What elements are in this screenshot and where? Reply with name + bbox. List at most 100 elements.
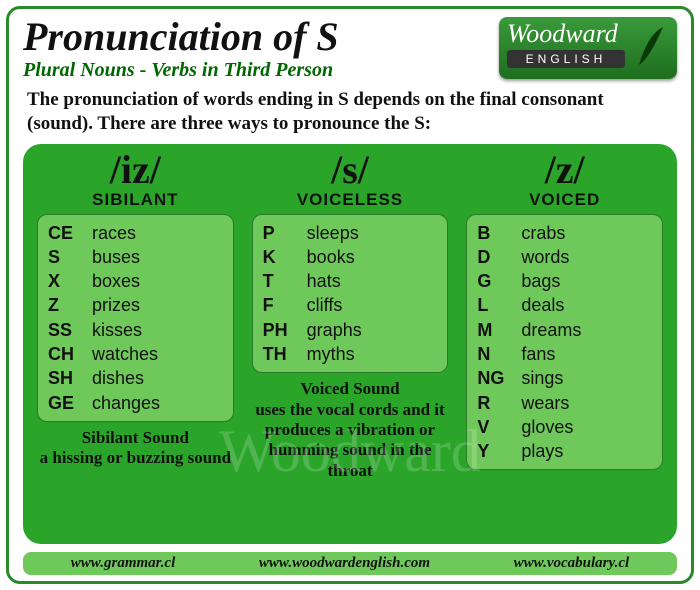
example-word: races	[92, 221, 223, 245]
example-word: plays	[521, 439, 652, 463]
ipa-z: /z/	[545, 150, 585, 190]
table-row: Nfans	[477, 342, 652, 366]
example-word: prizes	[92, 293, 223, 317]
table-row: THmyths	[263, 342, 438, 366]
example-word: hats	[307, 269, 438, 293]
table-row: Ldeals	[477, 293, 652, 317]
example-word: myths	[307, 342, 438, 366]
table-row: Rwears	[477, 391, 652, 415]
ending-label: G	[477, 269, 521, 293]
footer-links: www.grammar.cl www.woodwardenglish.com w…	[23, 552, 677, 575]
ending-label: TH	[263, 342, 307, 366]
example-word: crabs	[521, 221, 652, 245]
example-word: deals	[521, 293, 652, 317]
category-sibilant: SIBILANT	[92, 190, 178, 210]
ending-label: CE	[48, 221, 92, 245]
example-word: words	[521, 245, 652, 269]
example-word: buses	[92, 245, 223, 269]
table-row: SHdishes	[48, 366, 223, 390]
table-row: Kbooks	[263, 245, 438, 269]
ending-label: B	[477, 221, 521, 245]
example-word: books	[307, 245, 438, 269]
ending-label: D	[477, 245, 521, 269]
example-word: dreams	[521, 318, 652, 342]
ending-label: NG	[477, 366, 521, 390]
table-row: Fcliffs	[263, 293, 438, 317]
example-word: sleeps	[307, 221, 438, 245]
desc-lead: Voiced Sound	[252, 379, 449, 399]
ending-label: SS	[48, 318, 92, 342]
pronunciation-panel: Woodward /iz/ SIBILANT CEracesSbusesXbox…	[23, 144, 677, 544]
example-word: watches	[92, 342, 223, 366]
ipa-iz: /iz/	[110, 150, 161, 190]
table-row: Xboxes	[48, 269, 223, 293]
page-title: Pronunciation of S	[23, 17, 499, 57]
table-row: Thats	[263, 269, 438, 293]
ending-label: R	[477, 391, 521, 415]
title-block: Pronunciation of S Plural Nouns - Verbs …	[23, 17, 499, 82]
page-subtitle: Plural Nouns - Verbs in Third Person	[23, 59, 499, 82]
list-voiced: BcrabsDwordsGbagsLdealsMdreamsNfansNGsin…	[466, 214, 663, 471]
column-voiced: /z/ VOICED BcrabsDwordsGbagsLdealsMdream…	[466, 150, 663, 532]
column-voiceless: /s/ VOICELESS PsleepsKbooksThatsFcliffsP…	[252, 150, 449, 532]
desc-body: uses the vocal cords and it produces a v…	[255, 400, 444, 480]
main-frame: Pronunciation of S Plural Nouns - Verbs …	[6, 6, 694, 584]
footer-link-woodward: www.woodwardenglish.com	[259, 555, 430, 572]
logo-english-text: ENGLISH	[507, 50, 625, 68]
table-row: CHwatches	[48, 342, 223, 366]
desc-lead: Sibilant Sound	[40, 428, 231, 448]
column-sibilant: /iz/ SIBILANT CEracesSbusesXboxesZprizes…	[37, 150, 234, 532]
ending-label: X	[48, 269, 92, 293]
ending-label: M	[477, 318, 521, 342]
example-word: bags	[521, 269, 652, 293]
ending-label: T	[263, 269, 307, 293]
example-word: wears	[521, 391, 652, 415]
desc-sibilant: Sibilant Sound a hissing or buzzing soun…	[40, 428, 231, 469]
table-row: Zprizes	[48, 293, 223, 317]
desc-voiced: Voiced Sound uses the vocal cords and it…	[252, 379, 449, 481]
table-row: Vgloves	[477, 415, 652, 439]
header: Pronunciation of S Plural Nouns - Verbs …	[23, 17, 677, 82]
example-word: kisses	[92, 318, 223, 342]
table-row: Sbuses	[48, 245, 223, 269]
list-sibilant: CEracesSbusesXboxesZprizesSSkissesCHwatc…	[37, 214, 234, 422]
example-word: cliffs	[307, 293, 438, 317]
table-row: NGsings	[477, 366, 652, 390]
table-row: Yplays	[477, 439, 652, 463]
ending-label: S	[48, 245, 92, 269]
table-row: Gbags	[477, 269, 652, 293]
example-word: boxes	[92, 269, 223, 293]
ending-label: F	[263, 293, 307, 317]
table-row: Bcrabs	[477, 221, 652, 245]
category-voiceless: VOICELESS	[297, 190, 403, 210]
table-row: CEraces	[48, 221, 223, 245]
example-word: fans	[521, 342, 652, 366]
table-row: Dwords	[477, 245, 652, 269]
ending-label: K	[263, 245, 307, 269]
fern-icon	[625, 21, 671, 75]
intro-text: The pronunciation of words ending in S d…	[27, 88, 673, 136]
ending-label: GE	[48, 391, 92, 415]
example-word: changes	[92, 391, 223, 415]
list-voiceless: PsleepsKbooksThatsFcliffsPHgraphsTHmyths	[252, 214, 449, 374]
table-row: Mdreams	[477, 318, 652, 342]
ending-label: CH	[48, 342, 92, 366]
ending-label: P	[263, 221, 307, 245]
table-row: Psleeps	[263, 221, 438, 245]
ipa-s: /s/	[331, 150, 369, 190]
example-word: gloves	[521, 415, 652, 439]
ending-label: N	[477, 342, 521, 366]
ending-label: V	[477, 415, 521, 439]
desc-body: a hissing or buzzing sound	[40, 448, 231, 467]
table-row: GEchanges	[48, 391, 223, 415]
example-word: sings	[521, 366, 652, 390]
example-word: graphs	[307, 318, 438, 342]
ending-label: L	[477, 293, 521, 317]
woodward-logo: Woodward ENGLISH	[499, 17, 677, 79]
ending-label: Y	[477, 439, 521, 463]
ending-label: Z	[48, 293, 92, 317]
ending-label: SH	[48, 366, 92, 390]
ending-label: PH	[263, 318, 307, 342]
example-word: dishes	[92, 366, 223, 390]
category-voiced: VOICED	[529, 190, 600, 210]
